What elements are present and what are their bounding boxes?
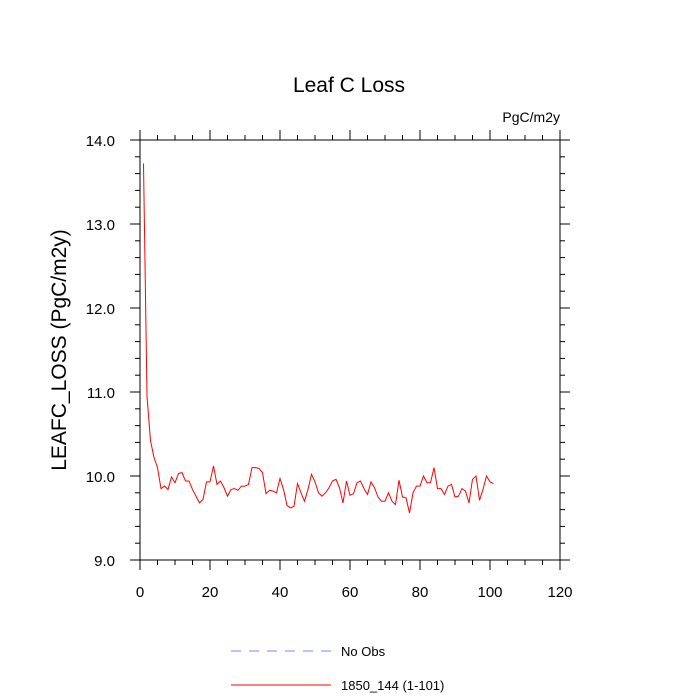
y-tick-label: 10.0 xyxy=(86,469,115,486)
series-line-1 xyxy=(143,163,494,514)
y-tick-label: 14.0 xyxy=(86,133,115,150)
units-label: PgC/m2y xyxy=(502,109,560,125)
x-tick-label: 120 xyxy=(547,584,572,601)
legend: No Obs 1850_144 (1-101) xyxy=(231,644,444,693)
legend-label: 1850_144 (1-101) xyxy=(341,678,444,693)
y-tick-label: 13.0 xyxy=(86,217,115,234)
x-tick-label: 80 xyxy=(412,584,429,601)
legend-label: No Obs xyxy=(341,644,386,659)
x-tick-label: 60 xyxy=(342,584,359,601)
series-group xyxy=(143,163,494,514)
x-tick-label: 100 xyxy=(477,584,502,601)
x-tick-label: 20 xyxy=(202,584,219,601)
x-tick-label: 0 xyxy=(136,584,144,601)
axis-tick-labels: 0 20 40 60 80 100 120 9.0 10.0 11.0 12.0 13.0 14.0 xyxy=(86,133,573,601)
chart-title: Leaf C Loss xyxy=(293,74,405,97)
y-tick-label: 11.0 xyxy=(87,385,115,402)
y-axis-label: LEAFC_LOSS (PgC/m2y) xyxy=(48,229,71,471)
x-tick-label: 40 xyxy=(272,584,289,601)
y-tick-label: 9.0 xyxy=(94,553,115,570)
y-tick-label: 12.0 xyxy=(86,301,115,318)
axis-ticks xyxy=(130,130,570,570)
